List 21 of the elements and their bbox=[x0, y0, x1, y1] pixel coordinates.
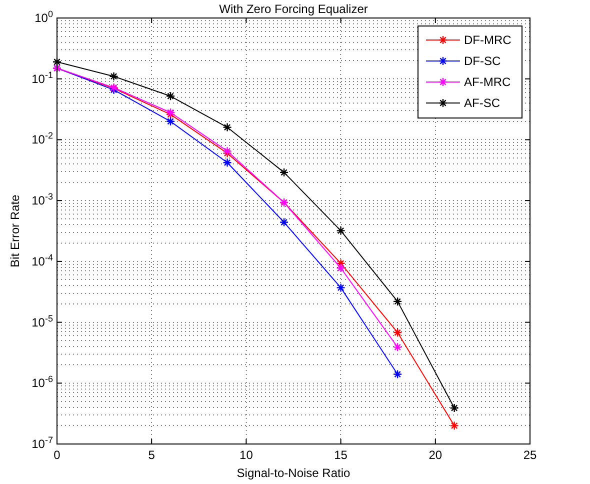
x-tick-label: 0 bbox=[54, 448, 61, 462]
y-tick-label: 10$^{-5}$ bbox=[32, 313, 53, 330]
x-tick-label: 10 bbox=[240, 448, 254, 462]
y-tick-label: 10$^{0}$ bbox=[34, 9, 53, 25]
legend-label: AF-SC bbox=[464, 96, 500, 110]
x-tick-label: 15 bbox=[334, 448, 348, 462]
x-tick-label: 20 bbox=[428, 448, 442, 462]
legend-label: DF-SC bbox=[464, 54, 501, 68]
y-tick-label: 10$^{-1}$ bbox=[32, 70, 53, 86]
x-tick-label: 5 bbox=[148, 448, 156, 462]
legend-label: DF-MRC bbox=[464, 33, 512, 47]
y-tick-label: 10$^{-4}$ bbox=[32, 252, 53, 268]
x-tick-label: 25 bbox=[523, 448, 537, 462]
x-axis-title: Signal-to-Noise Ratio bbox=[236, 466, 351, 480]
chart-title: With Zero Forcing Equalizer bbox=[219, 2, 368, 16]
y-tick-label: 10$^{-3}$ bbox=[32, 192, 53, 208]
y-tick-label: 10$^{-7}$ bbox=[32, 435, 53, 451]
y-axis-title: Bit Error Rate bbox=[8, 194, 22, 268]
y-tick-label: 10$^{-2}$ bbox=[32, 130, 53, 147]
y-tick-label: 10$^{-6}$ bbox=[32, 374, 53, 390]
legend-label: AF-MRC bbox=[464, 75, 511, 89]
